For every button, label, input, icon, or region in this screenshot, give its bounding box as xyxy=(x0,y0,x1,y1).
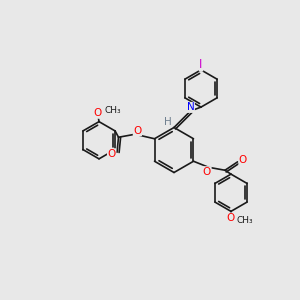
Text: CH₃: CH₃ xyxy=(104,106,121,115)
Text: O: O xyxy=(239,155,247,165)
Text: N: N xyxy=(187,102,194,112)
Text: H: H xyxy=(164,117,171,127)
Text: O: O xyxy=(227,213,235,223)
Text: O: O xyxy=(133,126,142,136)
Text: CH₃: CH₃ xyxy=(236,216,253,226)
Text: O: O xyxy=(203,167,211,177)
Text: I: I xyxy=(199,58,203,71)
Text: O: O xyxy=(93,108,102,118)
Text: O: O xyxy=(107,149,116,159)
